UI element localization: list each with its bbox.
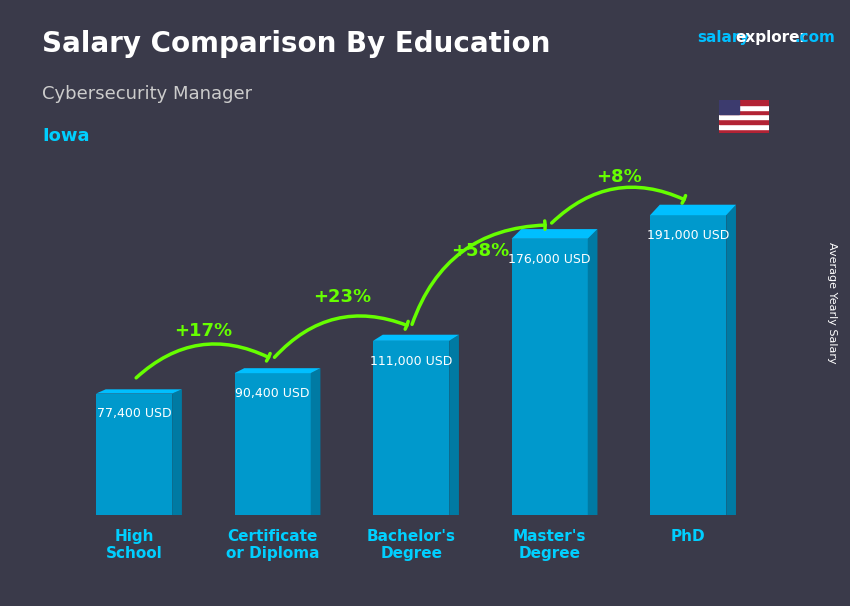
Text: 191,000 USD: 191,000 USD: [647, 229, 729, 242]
Bar: [719, 115, 768, 119]
Polygon shape: [96, 389, 182, 393]
Text: 90,400 USD: 90,400 USD: [235, 387, 310, 400]
Bar: [719, 119, 768, 124]
Text: 176,000 USD: 176,000 USD: [508, 253, 591, 265]
Text: salary: salary: [697, 30, 750, 45]
Text: 111,000 USD: 111,000 USD: [370, 355, 452, 368]
Polygon shape: [311, 368, 320, 515]
Bar: [719, 110, 768, 115]
Text: .com: .com: [795, 30, 836, 45]
Bar: [719, 128, 768, 133]
Polygon shape: [587, 229, 598, 515]
Bar: [719, 100, 768, 105]
Text: +17%: +17%: [174, 322, 232, 341]
Bar: [235, 373, 311, 515]
Polygon shape: [173, 389, 182, 515]
Bar: [373, 341, 450, 515]
Polygon shape: [450, 335, 459, 515]
Bar: [719, 124, 768, 128]
Bar: [719, 100, 739, 115]
Bar: [719, 105, 768, 110]
Bar: [512, 239, 587, 515]
Polygon shape: [650, 205, 736, 215]
Bar: [96, 393, 173, 515]
Text: Iowa: Iowa: [42, 127, 90, 145]
Text: Average Yearly Salary: Average Yearly Salary: [827, 242, 837, 364]
Bar: [650, 215, 726, 515]
Text: Salary Comparison By Education: Salary Comparison By Education: [42, 30, 551, 58]
Polygon shape: [235, 368, 320, 373]
Text: 77,400 USD: 77,400 USD: [97, 407, 172, 421]
Polygon shape: [512, 229, 598, 239]
Polygon shape: [726, 205, 736, 515]
Text: Cybersecurity Manager: Cybersecurity Manager: [42, 85, 252, 103]
Text: +8%: +8%: [596, 168, 642, 185]
Text: +23%: +23%: [313, 288, 371, 306]
Polygon shape: [373, 335, 459, 341]
Text: +58%: +58%: [451, 242, 509, 260]
Text: explorer: explorer: [735, 30, 808, 45]
